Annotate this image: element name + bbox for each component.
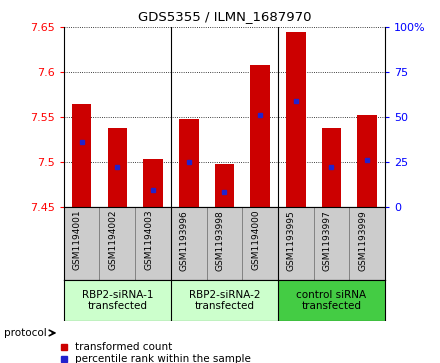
Text: GSM1194003: GSM1194003 <box>144 210 153 270</box>
Bar <box>72 103 92 207</box>
Text: GSM1193999: GSM1193999 <box>358 210 367 270</box>
Bar <box>143 159 163 207</box>
Text: GSM1193997: GSM1193997 <box>323 210 331 270</box>
Bar <box>179 119 198 207</box>
Bar <box>286 32 306 207</box>
Bar <box>215 164 234 207</box>
Bar <box>278 280 385 321</box>
Bar <box>250 65 270 207</box>
Text: GSM1193996: GSM1193996 <box>180 210 189 270</box>
Text: control siRNA
transfected: control siRNA transfected <box>297 290 367 311</box>
Text: RBP2-siRNA-1
transfected: RBP2-siRNA-1 transfected <box>81 290 153 311</box>
Bar <box>357 115 377 207</box>
Text: percentile rank within the sample: percentile rank within the sample <box>75 354 251 363</box>
Text: transformed count: transformed count <box>75 342 172 352</box>
Text: GSM1194002: GSM1194002 <box>108 210 117 270</box>
Text: GSM1194000: GSM1194000 <box>251 210 260 270</box>
Bar <box>64 280 171 321</box>
Bar <box>171 280 278 321</box>
Text: GSM1193998: GSM1193998 <box>216 210 224 270</box>
Bar <box>107 128 127 207</box>
Bar <box>322 128 341 207</box>
Text: RBP2-siRNA-2
transfected: RBP2-siRNA-2 transfected <box>189 290 260 311</box>
Text: GSM1193995: GSM1193995 <box>287 210 296 270</box>
Text: GSM1194001: GSM1194001 <box>73 210 82 270</box>
Text: protocol: protocol <box>4 328 47 338</box>
Title: GDS5355 / ILMN_1687970: GDS5355 / ILMN_1687970 <box>138 10 311 23</box>
